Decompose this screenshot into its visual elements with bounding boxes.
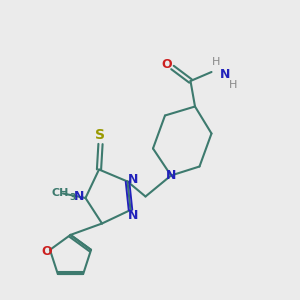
Text: H: H bbox=[212, 57, 220, 68]
Text: N: N bbox=[166, 169, 176, 182]
Text: CH: CH bbox=[52, 188, 69, 199]
Text: N: N bbox=[74, 190, 84, 203]
Text: N: N bbox=[220, 68, 230, 82]
Text: H: H bbox=[229, 80, 237, 90]
Text: O: O bbox=[162, 58, 172, 71]
Text: S: S bbox=[95, 128, 106, 142]
Text: N: N bbox=[128, 172, 138, 186]
Text: O: O bbox=[41, 245, 52, 258]
Text: 3: 3 bbox=[70, 193, 76, 202]
Text: N: N bbox=[128, 209, 139, 222]
